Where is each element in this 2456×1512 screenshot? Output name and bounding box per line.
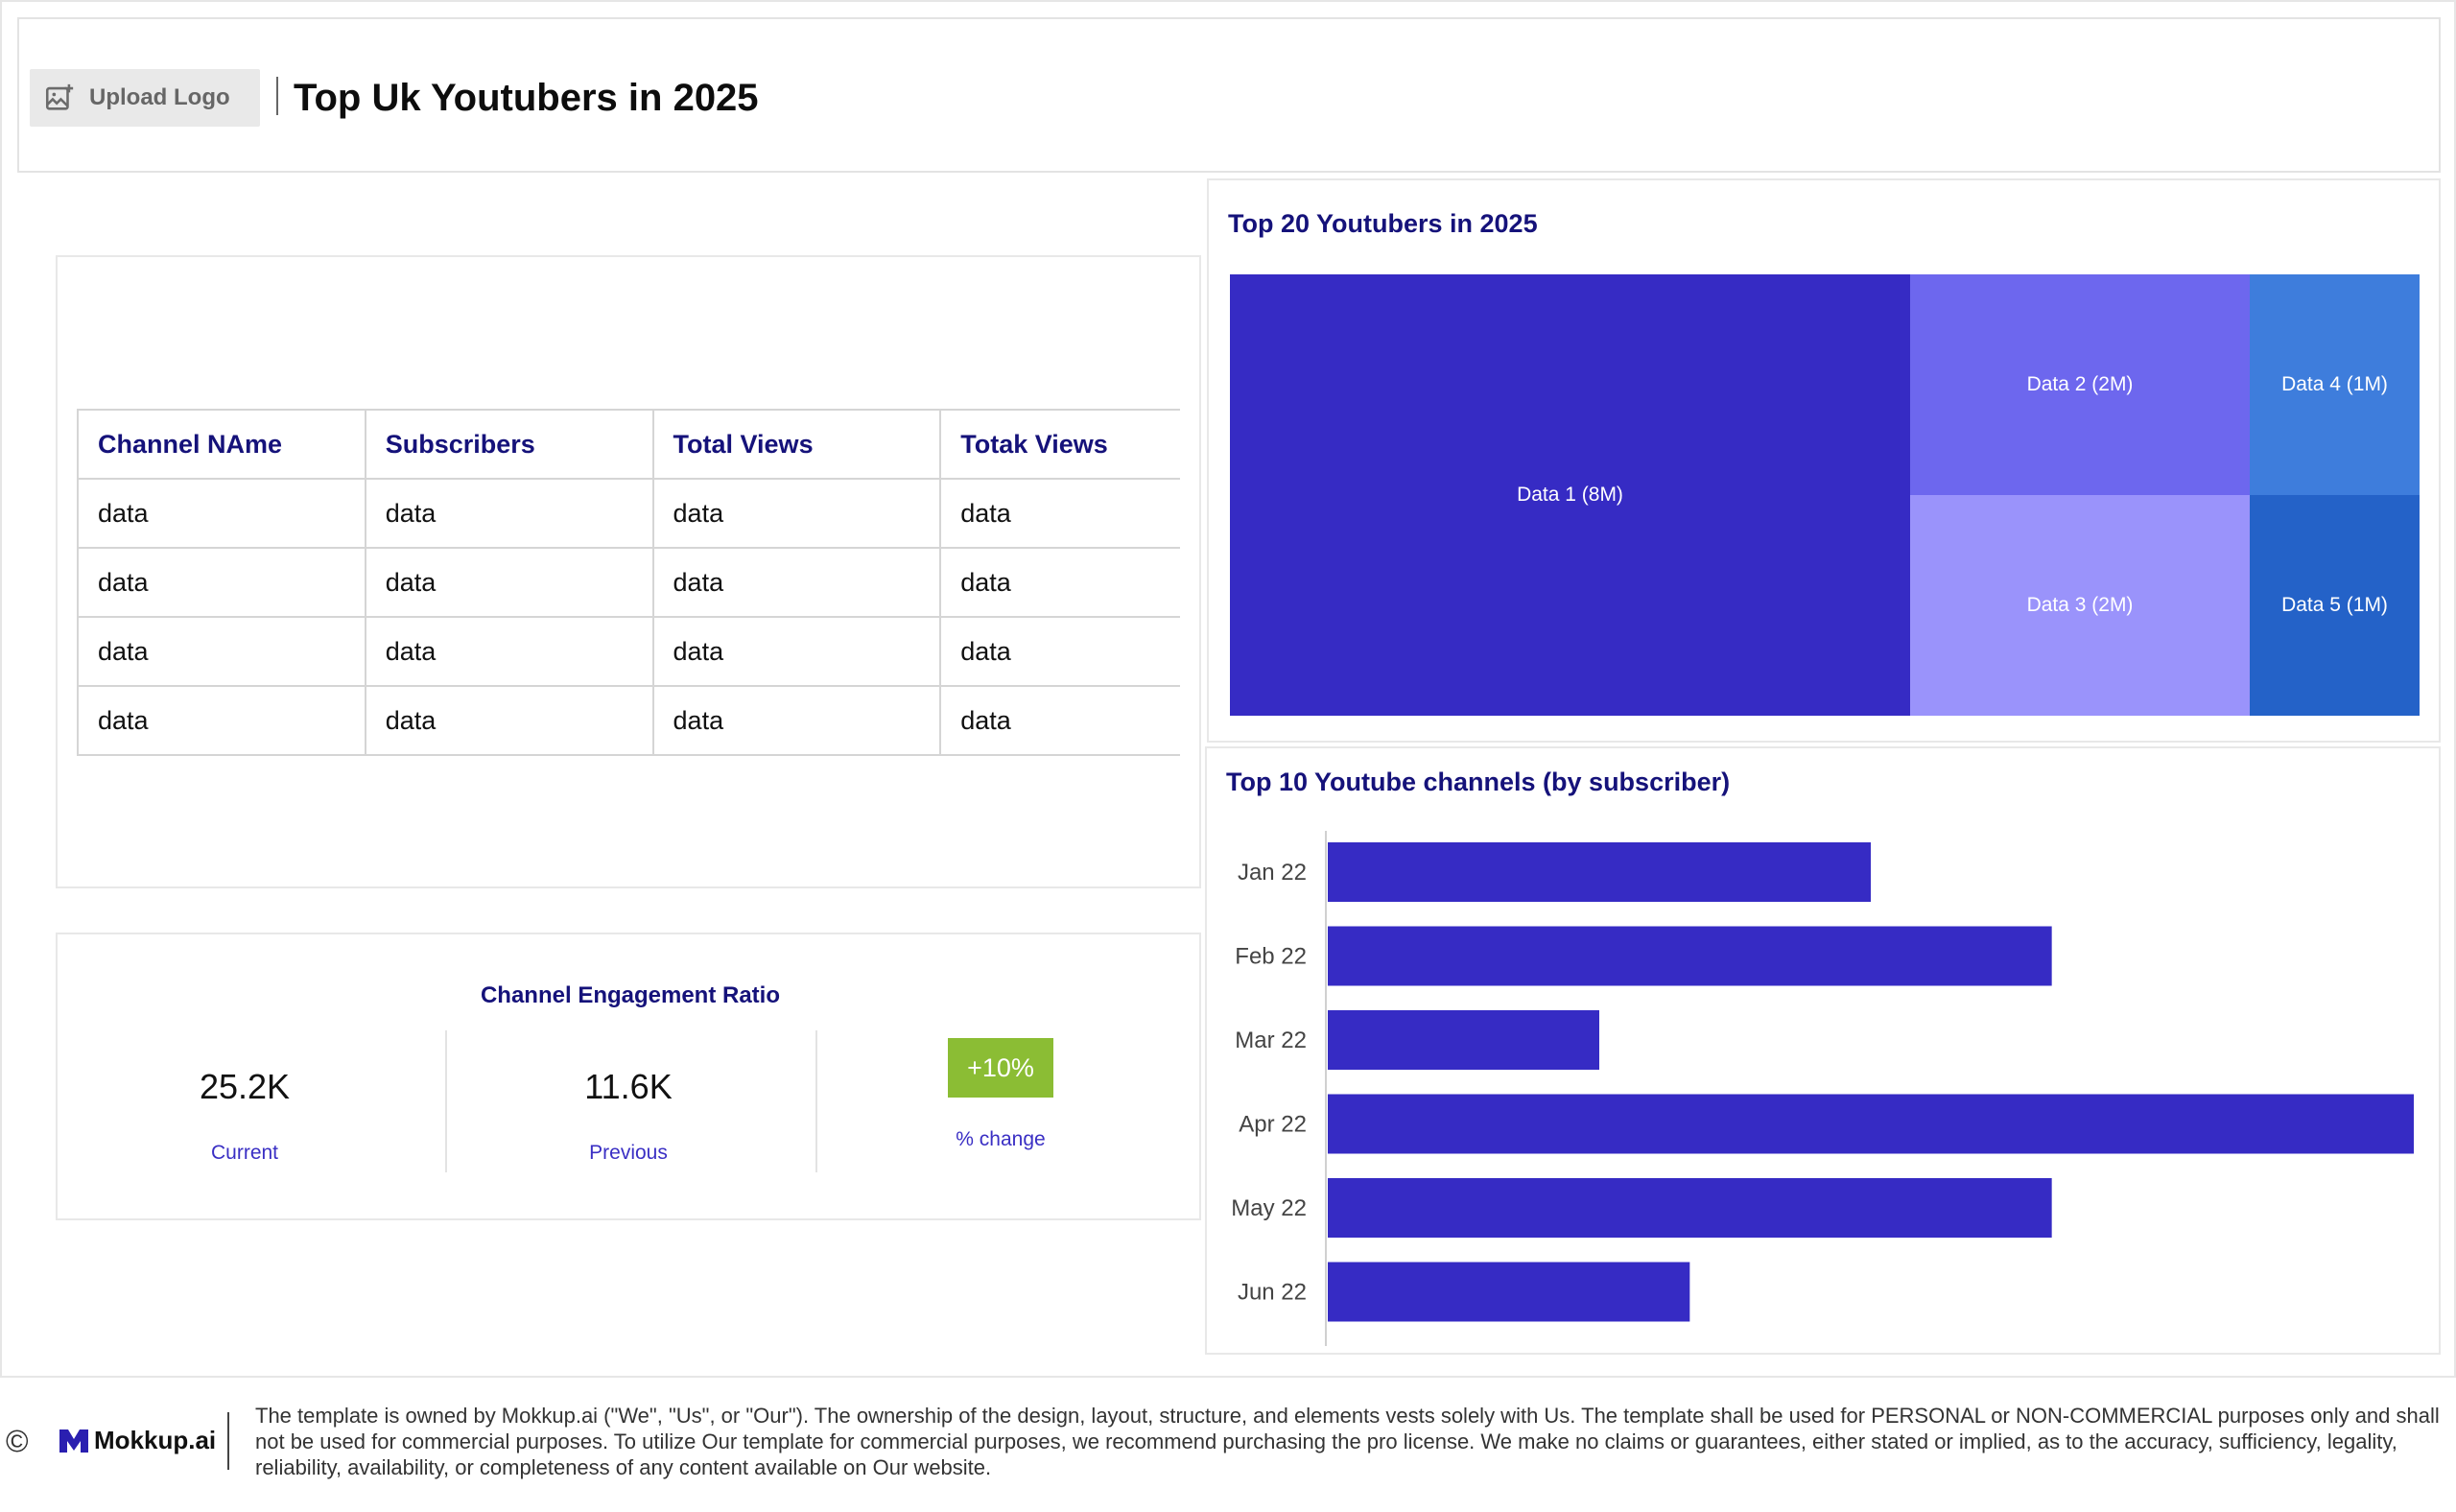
engagement-title: Channel Engagement Ratio <box>480 982 781 1008</box>
table-cell: data <box>939 685 1180 756</box>
table-row: data data data data <box>77 685 1180 756</box>
bar[interactable] <box>1328 1094 2414 1154</box>
previous-metric: 11.6K Previous <box>460 1030 796 1172</box>
metric-divider <box>815 1030 817 1172</box>
table-cell: data <box>77 478 366 549</box>
treemap-cell[interactable]: Data 5 (1M) <box>2250 495 2420 716</box>
table-cell: data <box>651 616 942 687</box>
table-cell: data <box>364 478 654 549</box>
table-cell: data <box>77 547 366 618</box>
table-cell: data <box>364 547 654 618</box>
column-header-subscribers[interactable]: Subscribers <box>364 409 654 480</box>
table-row: data data data data <box>77 478 1180 549</box>
disclaimer-text: The template is owned by Mokkup.ai ("We"… <box>255 1404 2440 1479</box>
current-metric: 25.2K Current <box>77 1030 413 1172</box>
treemap-cell-label: Data 3 (2M) <box>2026 594 2134 616</box>
y-tick-label: Feb 22 <box>1235 944 1307 970</box>
channel-table-card: Channel NAme Subscribers Total Views Tot… <box>56 255 1201 888</box>
change-label: % change <box>956 1128 1046 1150</box>
bar-chart-card: Top 10 Youtube channels (by subscriber) … <box>1205 746 2441 1355</box>
change-badge: +10% <box>948 1038 1053 1098</box>
current-label: Current <box>210 1142 279 1164</box>
engagement-ratio-card: Channel Engagement Ratio 25.2K Current 1… <box>56 933 1201 1220</box>
previous-label: Previous <box>589 1142 668 1164</box>
table-cell: data <box>939 478 1180 549</box>
dashboard-frame <box>0 0 2456 1378</box>
table-cell: data <box>364 685 654 756</box>
table-header-row: Channel NAme Subscribers Total Views Tot… <box>77 409 1180 480</box>
y-tick-label: Jan 22 <box>1238 860 1307 886</box>
bar[interactable] <box>1328 926 2052 986</box>
column-header-totak-views[interactable]: Totak Views <box>939 409 1180 480</box>
table-cell: data <box>939 547 1180 618</box>
treemap-cell[interactable]: Data 2 (2M) <box>1910 274 2250 495</box>
bar-chart-title: Top 10 Youtube channels (by subscriber) <box>1226 768 1731 796</box>
treemap-chart: Data 1 (8M) Data 2 (2M) Data 3 (2M) Data 4 … <box>1230 274 2420 716</box>
treemap-cell[interactable]: Data 4 (1M) <box>2250 274 2420 495</box>
bar[interactable] <box>1328 1262 1690 1322</box>
brand-logo[interactable]: Mokkup.ai <box>59 1426 216 1455</box>
y-tick-label: Apr 22 <box>1239 1112 1307 1138</box>
table-cell: data <box>77 685 366 756</box>
image-upload-icon <box>45 83 74 110</box>
treemap-cell[interactable]: Data 3 (2M) <box>1910 495 2250 716</box>
treemap-cell-label: Data 1 (8M) <box>1517 484 1623 506</box>
table-cell: data <box>651 547 942 618</box>
table-row: data data data data <box>77 547 1180 618</box>
upload-logo-label: Upload Logo <box>89 84 230 110</box>
y-tick-label: Jun 22 <box>1238 1280 1307 1306</box>
table-cell: data <box>651 478 942 549</box>
bar-chart: Jan 22 Feb 22 Mar 22 Apr 22 May 22 Jun 22 <box>1231 831 2414 1346</box>
header-divider <box>276 77 278 115</box>
y-tick-label: Mar 22 <box>1235 1028 1307 1053</box>
table-row: data data data data <box>77 616 1180 687</box>
y-tick-label: May 22 <box>1231 1195 1307 1221</box>
previous-value: 11.6K <box>584 1067 673 1106</box>
copyright-icon: © <box>6 1424 29 1458</box>
column-header-channel-name[interactable]: Channel NAme <box>77 409 366 480</box>
treemap-cell-label: Data 4 (1M) <box>2281 373 2388 395</box>
table-cell: data <box>939 616 1180 687</box>
metric-divider <box>445 1030 447 1172</box>
table-cell: data <box>77 616 366 687</box>
mokkup-logo-icon <box>59 1429 88 1453</box>
bar[interactable] <box>1328 842 1871 902</box>
upload-logo-button[interactable]: Upload Logo <box>30 69 260 127</box>
table-cell: data <box>364 616 654 687</box>
table-cell: data <box>651 685 942 756</box>
treemap-cell[interactable]: Data 1 (8M) <box>1230 274 1910 716</box>
treemap-card: Top 20 Youtubers in 2025 Data 1 (8M) Data… <box>1207 178 2441 743</box>
brand-name: Mokkup.ai <box>94 1426 217 1454</box>
footer-divider <box>227 1412 229 1470</box>
footer: © Mokkup.ai The template is owned by Mok… <box>0 1378 2456 1512</box>
treemap-cell-label: Data 5 (1M) <box>2281 594 2388 616</box>
treemap-cell-label: Data 2 (2M) <box>2026 373 2134 395</box>
page-title: Top Uk Youtubers in 2025 <box>294 77 759 119</box>
bar[interactable] <box>1328 1010 1599 1070</box>
bar[interactable] <box>1328 1178 2052 1238</box>
current-value: 25.2K <box>199 1067 291 1106</box>
channel-table: Channel NAme Subscribers Total Views Tot… <box>77 409 1180 756</box>
column-header-total-views[interactable]: Total Views <box>651 409 942 480</box>
treemap-title: Top 20 Youtubers in 2025 <box>1228 209 1538 238</box>
dashboard-header: Upload Logo Top Uk Youtubers in 2025 <box>17 17 2441 173</box>
